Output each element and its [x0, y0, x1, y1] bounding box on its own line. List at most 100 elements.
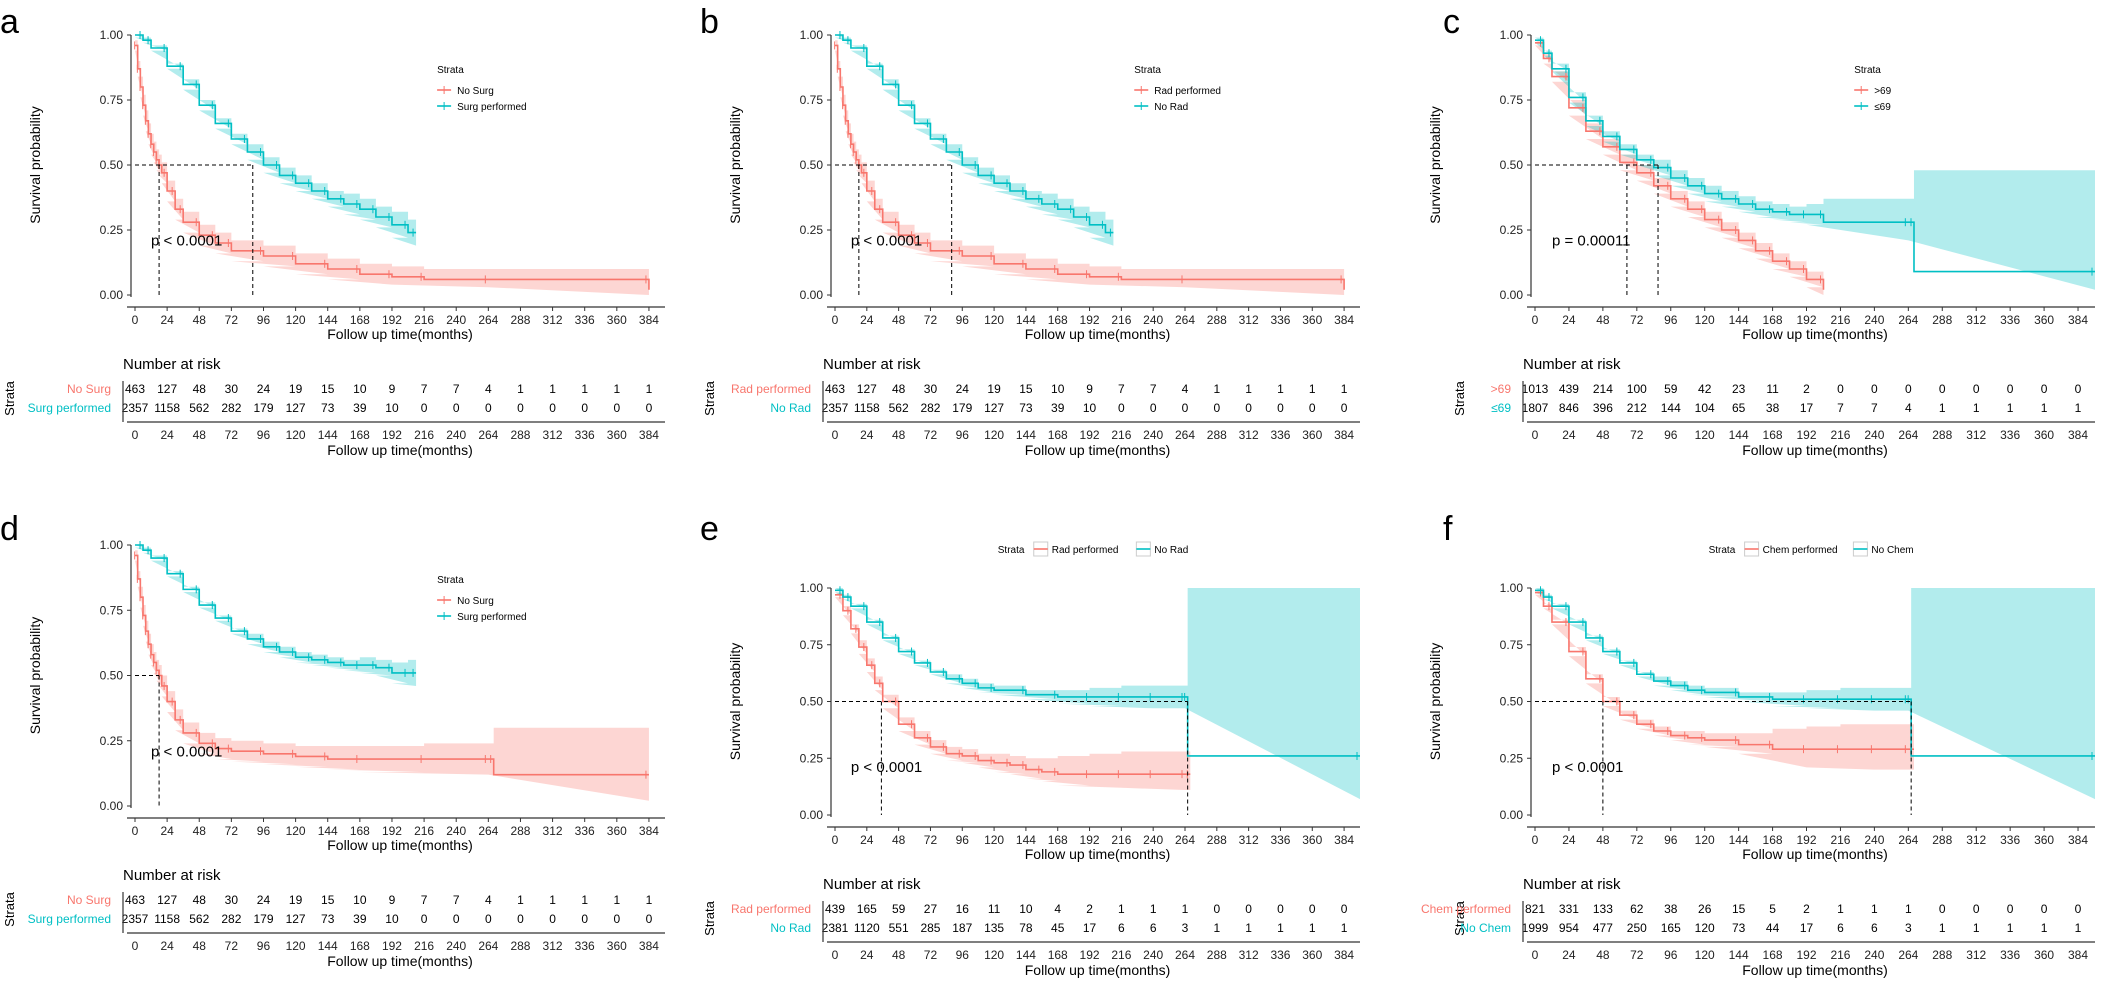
risk-count: 10: [1083, 401, 1097, 415]
x-tick-label: 48: [892, 833, 906, 847]
risk-x-tick-label: 264: [478, 428, 498, 442]
x-tick-label: 120: [984, 833, 1004, 847]
risk-count: 39: [353, 912, 367, 926]
risk-x-tick-label: 24: [1562, 948, 1576, 962]
risk-x-tick-label: 384: [1334, 948, 1354, 962]
risk-count: 11: [988, 902, 1001, 916]
risk-count: 15: [321, 382, 335, 396]
y-tick-label: 0.00: [1500, 808, 1524, 822]
risk-x-tick-label: 168: [1763, 948, 1783, 962]
risk-count: 1: [1871, 902, 1878, 916]
risk-count: 0: [2007, 382, 2014, 396]
risk-count: 16: [956, 902, 970, 916]
risk-x-tick-label: 360: [607, 939, 627, 953]
risk-x-tick-label: 48: [892, 948, 906, 962]
risk-count: 0: [421, 912, 428, 926]
risk-count: 954: [1559, 921, 1579, 935]
risk-x-tick-label: 192: [1796, 428, 1816, 442]
risk-count: 1: [1277, 921, 1284, 935]
y-tick-label: 0.00: [1500, 288, 1524, 302]
risk-x-tick-label: 0: [132, 428, 139, 442]
risk-x-tick-label: 48: [892, 428, 906, 442]
risk-table-title: Number at risk: [1523, 876, 1621, 893]
x-tick-label: 0: [1532, 313, 1539, 327]
x-tick-label: 144: [1729, 833, 1749, 847]
x-tick-label: 192: [1080, 833, 1100, 847]
y-tick-label: 1.00: [100, 538, 124, 552]
risk-x-tick-label: 120: [984, 428, 1004, 442]
x-tick-label: 72: [1630, 313, 1644, 327]
risk-count: 179: [253, 912, 273, 926]
risk-x-tick-label: 192: [1080, 948, 1100, 962]
risk-count: 15: [321, 893, 335, 907]
risk-count: 6: [1150, 921, 1157, 935]
ci-band-teal: [135, 545, 417, 686]
y-tick-label: 0.75: [800, 638, 824, 652]
risk-x-tick-label: 264: [1898, 428, 1918, 442]
risk-x-tick-label: 288: [1207, 948, 1227, 962]
risk-x-tick-label: 216: [1111, 428, 1131, 442]
risk-x-tick-label: 240: [1143, 428, 1163, 442]
risk-count: 1: [613, 893, 620, 907]
risk-count: 0: [517, 912, 524, 926]
x-tick-label: 384: [2068, 833, 2088, 847]
x-tick-label: 360: [1302, 313, 1322, 327]
risk-x-tick-label: 264: [1898, 948, 1918, 962]
risk-count: 1: [549, 382, 556, 396]
ci-band-red: [835, 592, 1191, 791]
risk-x-tick-label: 264: [1175, 948, 1195, 962]
x-tick-label: 288: [1207, 313, 1227, 327]
risk-count: 48: [193, 893, 207, 907]
risk-count: 1: [1973, 401, 1980, 415]
risk-strata-name: No Rad: [770, 921, 811, 935]
risk-count: 1: [2075, 401, 2082, 415]
risk-x-tick-label: 312: [543, 939, 563, 953]
x-tick-label: 264: [478, 313, 498, 327]
risk-x-tick-label: 336: [575, 428, 595, 442]
p-value: p < 0.0001: [151, 743, 222, 760]
strata-label: Strata: [2, 891, 17, 926]
risk-count: 19: [987, 382, 1001, 396]
risk-count: 30: [225, 893, 239, 907]
risk-count: 10: [385, 401, 399, 415]
risk-count: 144: [1661, 401, 1681, 415]
risk-x-axis-label: Follow up time(months): [1742, 962, 1888, 978]
km-panel-b: b Survival probability 0.00 0.25 0.50 0.75 1.0…: [700, 3, 1360, 458]
legend-label: Surg performed: [457, 612, 526, 623]
x-tick-label: 384: [2068, 313, 2088, 327]
survival-curve-red: [135, 44, 650, 290]
risk-x-tick-label: 216: [414, 428, 434, 442]
risk-count: 2357: [122, 912, 149, 926]
risk-count: 477: [1593, 921, 1613, 935]
x-tick-label: 72: [1630, 833, 1644, 847]
x-tick-label: 192: [1080, 313, 1100, 327]
risk-count: 821: [1525, 902, 1545, 916]
risk-count: 10: [353, 893, 367, 907]
risk-count: 4: [1182, 382, 1189, 396]
x-tick-label: 0: [132, 313, 139, 327]
risk-count: 1807: [1522, 401, 1549, 415]
risk-count: 23: [1732, 382, 1746, 396]
risk-count: 1: [549, 893, 556, 907]
y-tick-label: 1.00: [1500, 581, 1524, 595]
p-value: p = 0.00011: [1552, 233, 1631, 250]
x-tick-label: 120: [286, 824, 306, 838]
ci-band-teal: [1535, 588, 2095, 800]
risk-count: 2381: [822, 921, 849, 935]
legend-label: Rad performed: [1052, 545, 1119, 556]
x-tick-label: 192: [382, 824, 402, 838]
risk-x-tick-label: 48: [1596, 428, 1610, 442]
risk-count: 7: [1837, 401, 1844, 415]
x-tick-label: 0: [132, 824, 139, 838]
risk-count: 0: [1213, 401, 1220, 415]
risk-x-tick-label: 24: [160, 939, 174, 953]
x-axis-label: Follow up time(months): [1025, 326, 1171, 342]
risk-count: 30: [924, 382, 938, 396]
risk-count: 0: [485, 401, 492, 415]
y-axis-label: Survival probability: [27, 617, 43, 735]
risk-x-tick-label: 120: [1695, 948, 1715, 962]
risk-count: 4: [1054, 902, 1061, 916]
risk-count: 10: [353, 382, 367, 396]
risk-count: 1: [1341, 382, 1348, 396]
x-tick-label: 264: [1898, 313, 1918, 327]
